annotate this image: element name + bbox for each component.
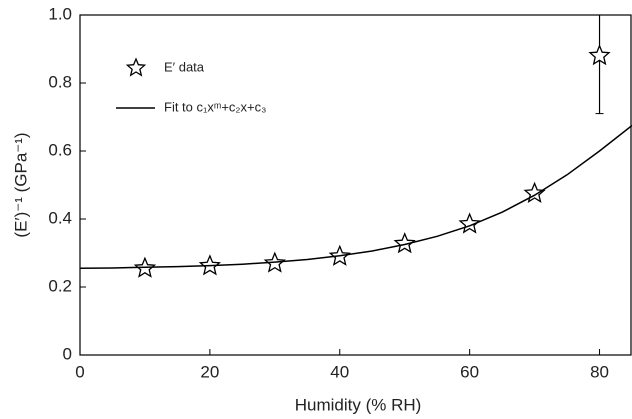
x-axis-label: Humidity (% RH) [295,395,422,414]
x-tick-label: 20 [200,362,219,381]
plot-area [80,15,632,278]
y-tick-label: 0.4 [48,208,72,227]
data-point [393,232,416,254]
y-tick-label: 0 [63,344,72,363]
x-tick-label: 80 [590,362,609,381]
x-tick-label: 0 [75,362,84,381]
data-point [458,212,481,234]
fit-line [80,124,632,270]
x-tick-label: 60 [460,362,479,381]
legend-label: Fit to c₁xᵐ+c₂x+c₃ [164,99,266,114]
y-tick-label: 0.2 [48,276,72,295]
y-axis-label: (E′)⁻¹ (GPa⁻¹) [11,132,30,237]
data-point [588,44,611,66]
plot-frame [79,14,632,356]
y-tick-label: 0.8 [48,72,72,91]
legend-marker [125,57,147,77]
x-tick-label: 40 [330,362,349,381]
y-tick-label: 1.0 [48,4,72,23]
legend-label: E′ data [164,59,205,74]
y-tick-label: 0.6 [48,140,72,159]
